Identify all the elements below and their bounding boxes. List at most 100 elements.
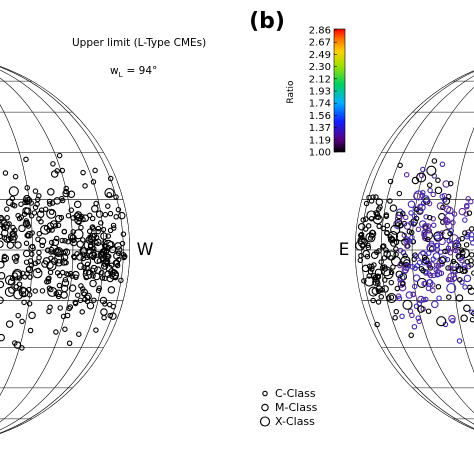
event-marker: [112, 259, 121, 267]
event-marker: [407, 308, 414, 315]
event-marker: [48, 239, 55, 246]
event-marker: [2, 221, 11, 229]
event-marker: [0, 216, 5, 222]
event-marker: [45, 278, 52, 285]
event-marker: [46, 285, 53, 291]
event-marker: [32, 204, 39, 211]
event-marker: [22, 249, 31, 258]
event-marker: [93, 327, 99, 333]
event-marker: [56, 282, 63, 289]
event-marker: [90, 264, 98, 273]
event-marker: [427, 261, 436, 269]
event-marker: [28, 311, 36, 320]
event-marker: [10, 224, 16, 231]
event-marker: [27, 274, 33, 280]
event-marker: [0, 280, 5, 289]
event-marker: [28, 200, 34, 206]
event-marker: [374, 278, 380, 284]
event-marker: [84, 254, 91, 260]
event-marker: [389, 204, 398, 212]
event-marker: [61, 229, 68, 235]
event-marker: [67, 233, 76, 241]
event-marker: [394, 222, 401, 228]
event-marker: [463, 242, 470, 248]
event-marker: [82, 296, 88, 303]
event-marker: [107, 227, 114, 234]
event-marker: [385, 295, 392, 301]
event-marker: [396, 190, 403, 197]
event-marker: [394, 214, 403, 223]
event-marker: [446, 283, 457, 294]
event-marker: [94, 266, 102, 274]
event-marker: [369, 266, 375, 272]
event-marker: [397, 162, 403, 169]
event-marker: [450, 219, 456, 226]
event-marker: [403, 222, 412, 230]
event-marker: [64, 271, 70, 277]
event-marker: [90, 273, 96, 279]
event-marker: [414, 206, 420, 213]
east-label: E: [339, 240, 350, 260]
event-marker: [411, 283, 418, 290]
event-marker: [100, 232, 108, 240]
event-marker: [32, 260, 39, 267]
event-marker: [48, 209, 55, 216]
event-marker: [373, 194, 379, 200]
event-marker: [14, 253, 20, 260]
colorbar-tick-label: 1.19: [309, 135, 331, 146]
event-marker: [80, 169, 86, 176]
colorbar-tick-label: 1.56: [309, 111, 331, 122]
event-marker: [364, 253, 371, 260]
event-marker: [118, 277, 124, 284]
event-marker: [388, 279, 395, 286]
event-marker: [96, 285, 103, 291]
event-marker: [82, 269, 93, 280]
event-marker: [457, 277, 463, 283]
event-marker: [36, 193, 42, 199]
event-marker: [13, 289, 24, 300]
event-marker: [445, 221, 453, 230]
event-marker: [411, 176, 420, 185]
event-marker: [430, 282, 436, 288]
event-marker: [51, 238, 60, 247]
event-marker: [119, 240, 126, 247]
event-marker: [14, 241, 22, 249]
event-marker: [76, 262, 85, 271]
event-marker: [386, 293, 397, 304]
event-marker: [365, 232, 376, 243]
event-marker: [18, 224, 26, 233]
event-marker: [420, 297, 427, 303]
event-marker: [115, 250, 122, 256]
event-marker: [426, 242, 437, 253]
event-marker: [73, 200, 82, 209]
legend-marker: [259, 416, 271, 427]
event-marker: [455, 294, 464, 302]
event-marker: [23, 194, 31, 203]
event-marker: [104, 187, 115, 199]
event-marker: [50, 257, 59, 265]
event-marker: [357, 237, 368, 248]
title: Upper limit (L-Type CMEs): [72, 37, 206, 49]
event-marker: [50, 170, 59, 178]
event-marker: [406, 228, 413, 235]
event-marker: [61, 279, 70, 287]
event-marker: [105, 233, 112, 239]
colorbar-tick-label: 2.49: [309, 50, 331, 61]
event-marker: [455, 253, 462, 259]
event-marker: [467, 287, 474, 295]
event-marker: [402, 299, 413, 310]
event-marker: [396, 295, 403, 302]
event-marker: [20, 291, 27, 297]
right-hemisphere: [355, 55, 474, 445]
event-marker: [28, 213, 35, 219]
event-marker: [387, 178, 394, 185]
event-marker: [3, 235, 11, 243]
event-marker: [53, 329, 59, 335]
event-marker: [413, 192, 421, 200]
width-label: wL = 94°: [110, 65, 157, 79]
width-value: = 94°: [127, 65, 158, 77]
event-marker: [54, 253, 65, 264]
event-marker: [445, 265, 451, 271]
event-marker: [2, 170, 9, 176]
event-marker: [54, 248, 62, 256]
